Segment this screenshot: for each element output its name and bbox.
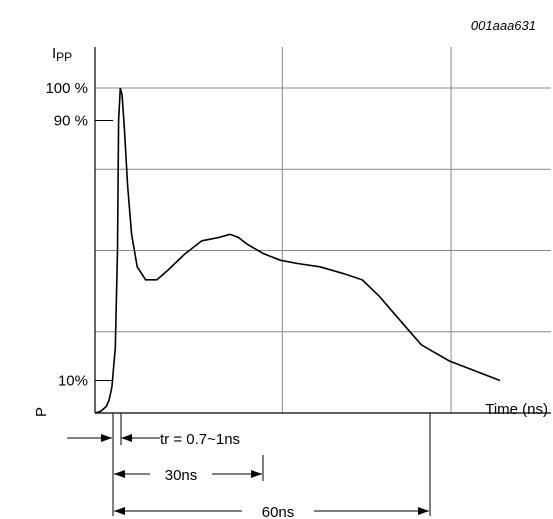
y-tick-label-2: 10% [58, 373, 88, 390]
t60-label: 60ns [262, 504, 295, 519]
y-axis-label-main: I [52, 45, 56, 62]
y-axis-label-sub: PP [56, 50, 72, 64]
y-tick-label-0: 100 % [45, 80, 88, 97]
figure-id: 001aaa631 [471, 18, 536, 33]
corner-label: P [33, 407, 50, 417]
t60-annotation [114, 413, 431, 516]
y-tick-labels: 100 % 90 % 10% [45, 80, 113, 390]
grid [95, 47, 551, 413]
y-tick-label-1: 90 % [54, 113, 88, 130]
rise-time-annotation [67, 413, 160, 445]
pulse-waveform [94, 87, 501, 414]
y-axis-label: IPP [52, 45, 72, 64]
t30-label: 30ns [165, 467, 198, 484]
rise-time-label: tr = 0.7~1ns [160, 431, 240, 448]
t30-annotation [112, 445, 264, 516]
x-axis-label: Time (ns) [485, 401, 548, 418]
